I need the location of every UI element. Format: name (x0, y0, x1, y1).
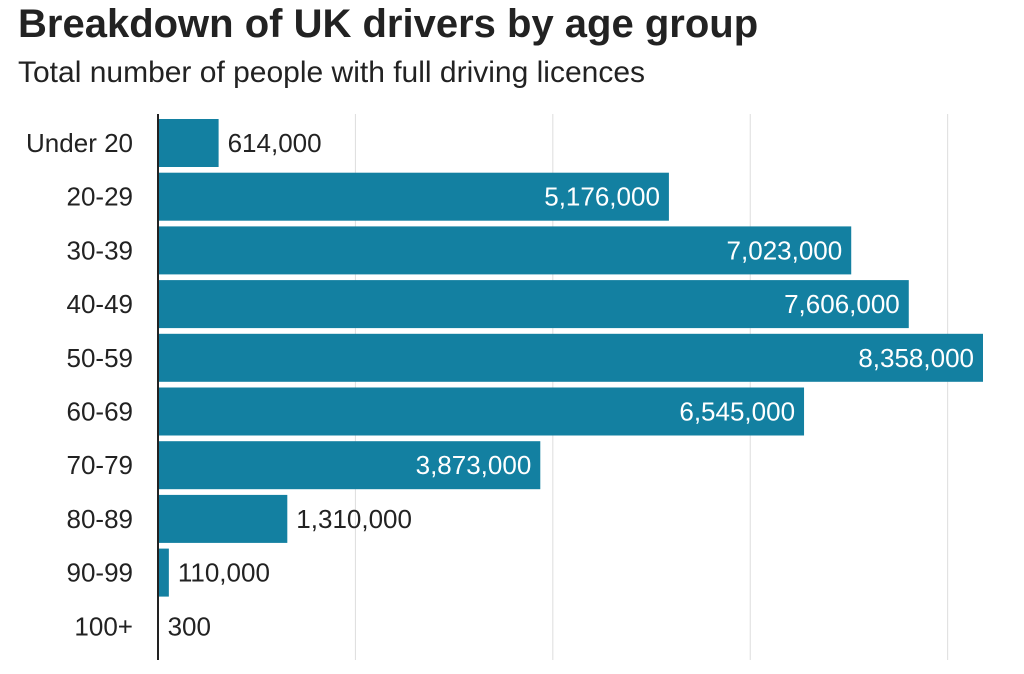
category-label: 70-79 (67, 450, 134, 480)
category-label: 80-89 (67, 504, 134, 534)
category-label: Under 20 (26, 128, 133, 158)
bar (158, 441, 541, 490)
value-label: 8,358,000 (858, 343, 974, 373)
bar (158, 226, 852, 275)
value-label: 7,023,000 (727, 235, 843, 265)
bar (158, 548, 169, 597)
category-label: 20-29 (67, 182, 134, 212)
bar (158, 280, 909, 329)
bar (158, 172, 669, 221)
bar (158, 119, 219, 167)
value-label: 1,310,000 (296, 504, 412, 534)
value-label: 3,873,000 (416, 450, 532, 480)
value-label: 110,000 (178, 558, 270, 588)
bar (158, 494, 288, 543)
category-label: 90-99 (67, 558, 134, 588)
category-label: 40-49 (67, 289, 134, 319)
bar (158, 387, 805, 436)
value-label: 7,606,000 (784, 289, 900, 319)
chart-subtitle: Total number of people with full driving… (18, 56, 645, 89)
value-label: 5,176,000 (544, 182, 660, 212)
category-label: 50-59 (67, 343, 134, 373)
value-label: 614,000 (228, 128, 322, 158)
category-label: 60-69 (67, 397, 134, 427)
chart-title: Breakdown of UK drivers by age group (18, 2, 759, 46)
category-label: 30-39 (67, 235, 134, 265)
category-label: 100+ (74, 611, 133, 641)
value-label: 6,545,000 (679, 397, 795, 427)
value-label: 300 (168, 611, 211, 641)
bar (158, 333, 983, 382)
